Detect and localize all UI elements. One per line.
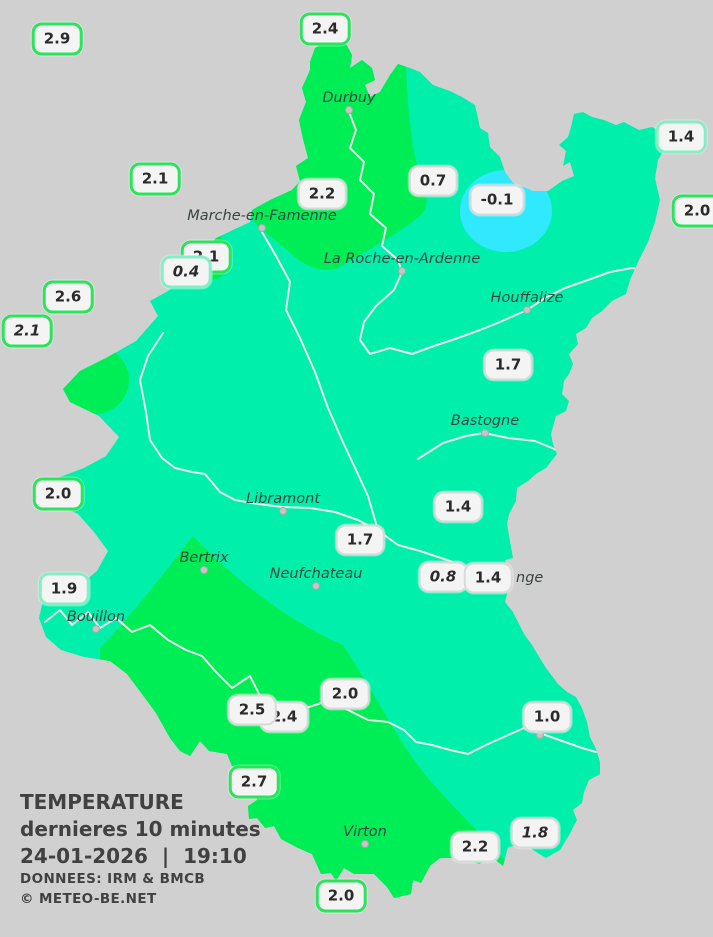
town-dot bbox=[200, 566, 208, 574]
town-dot bbox=[92, 625, 100, 633]
temperature-badge: 1.4 bbox=[463, 562, 513, 594]
town-dot bbox=[345, 106, 353, 114]
town-label: Libramont bbox=[245, 491, 321, 507]
town-label: Bastogne bbox=[450, 413, 520, 429]
temperature-badge: 2.1 bbox=[1, 314, 53, 348]
town-dot bbox=[523, 306, 531, 314]
zone-warm-patch-west bbox=[61, 346, 129, 414]
temperature-badge: 2.9 bbox=[31, 22, 83, 56]
temperature-badge: 2.0 bbox=[671, 194, 713, 228]
zone-warm-northwest bbox=[244, 40, 427, 270]
temperature-badge: 1.9 bbox=[38, 572, 90, 606]
temperature-badge: 1.7 bbox=[335, 524, 385, 556]
temperature-badge: 0.7 bbox=[408, 165, 458, 197]
temperature-badge: 1.8 bbox=[510, 817, 560, 849]
town-label: La Roche-en-Ardenne bbox=[323, 251, 481, 267]
temperature-badge: 2.0 bbox=[32, 477, 84, 511]
town-label: Bouillon bbox=[66, 609, 126, 625]
temperature-badge: 2.4 bbox=[299, 12, 351, 46]
town-label: Houffalize bbox=[490, 290, 564, 306]
town-label: Bertrix bbox=[179, 550, 229, 566]
temperature-badge: 2.5 bbox=[227, 694, 277, 726]
temperature-badge: 2.2 bbox=[297, 178, 347, 210]
temperature-badge: -0.1 bbox=[469, 184, 525, 216]
map-datetime: 24-01-2026 | 19:10 bbox=[20, 844, 247, 868]
town-dot bbox=[481, 429, 489, 437]
temperature-badge: 2.1 bbox=[129, 162, 181, 196]
temperature-badge: 2.2 bbox=[450, 831, 500, 863]
town-label: Neufchateau bbox=[269, 566, 363, 582]
town-dot bbox=[279, 507, 287, 515]
map-subtitle: dernieres 10 minutes bbox=[20, 817, 261, 841]
map-title: TEMPERATURE bbox=[20, 790, 184, 814]
title-block: TEMPERATURE dernieres 10 minutes 24-01-2… bbox=[20, 789, 261, 909]
data-source-line: DONNEES: IRM & BMCB bbox=[20, 871, 206, 887]
temperature-badge: 2.0 bbox=[320, 678, 370, 710]
town-label: Virton bbox=[343, 824, 387, 840]
town-label: Durbuy bbox=[322, 90, 376, 106]
town-label: nge bbox=[516, 570, 544, 586]
temperature-badge: 1.0 bbox=[522, 701, 572, 733]
temperature-badge: 1.4 bbox=[433, 491, 483, 523]
copyright-line: © METEO-BE.NET bbox=[20, 890, 157, 907]
town-dot bbox=[361, 840, 369, 848]
town-label: Marche-en-Famenne bbox=[187, 208, 337, 224]
temperature-badge: 2.0 bbox=[315, 879, 367, 913]
temperature-badge: 1.7 bbox=[483, 349, 533, 381]
temperature-badge: 1.4 bbox=[655, 120, 707, 154]
town-dot bbox=[398, 267, 406, 275]
temperature-badge: 0.4 bbox=[160, 255, 212, 289]
town-dot bbox=[258, 224, 266, 232]
temperature-badge: 2.7 bbox=[228, 765, 280, 799]
town-dot bbox=[312, 582, 320, 590]
temperature-badge: 0.8 bbox=[418, 561, 468, 593]
temperature-badge: 2.6 bbox=[42, 280, 94, 314]
